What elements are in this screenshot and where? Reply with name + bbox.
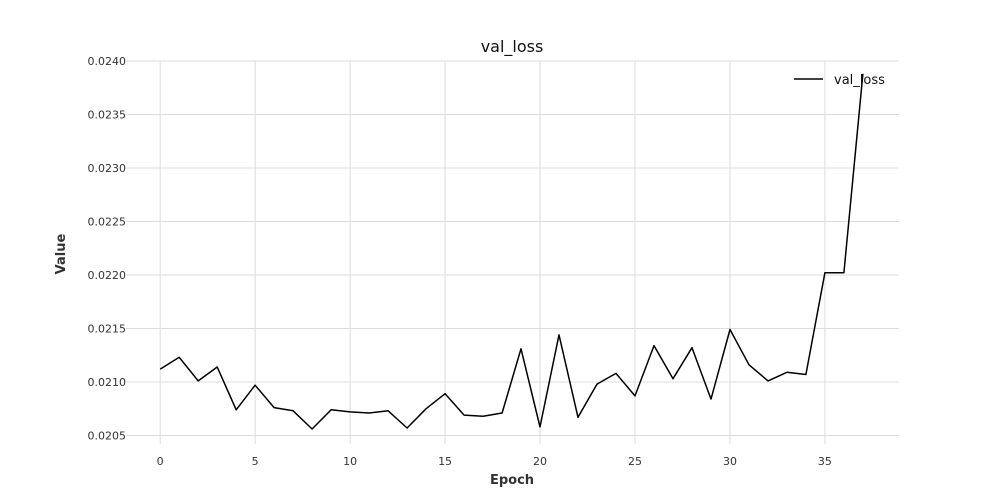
series-lines	[159, 73, 864, 430]
x-tick-label: 15	[438, 455, 452, 468]
y-axis-label: Value	[54, 233, 69, 274]
y-tick-label: 0.0205	[88, 429, 127, 442]
y-tick-label: 0.0230	[88, 162, 127, 175]
y-tick-label: 0.0240	[88, 55, 127, 68]
x-tick-label: 0	[157, 455, 164, 468]
y-tick-label: 0.0235	[88, 108, 127, 121]
x-axis-ticks: 0 5 10 15 20 25 30 35	[157, 455, 832, 468]
legend-label: val_loss	[834, 73, 885, 88]
x-tick-label: 25	[628, 455, 642, 468]
grid	[126, 60, 899, 444]
x-tick-label: 20	[533, 455, 547, 468]
series-line	[159, 73, 864, 430]
y-tick-label: 0.0215	[88, 322, 127, 335]
y-axis-ticks: 0.0205 0.0210 0.0215 0.0220 0.0225 0.0230 0.02…	[88, 55, 127, 442]
x-tick-label: 10	[343, 455, 357, 468]
legend: val_loss	[794, 73, 885, 88]
x-tick-label: 5	[252, 455, 259, 468]
y-tick-label: 0.0210	[88, 376, 127, 389]
x-axis-label: Epoch	[490, 473, 534, 488]
chart-title: val_loss	[481, 37, 544, 57]
y-tick-label: 0.0220	[88, 269, 127, 282]
x-tick-label: 30	[723, 455, 737, 468]
x-tick-label: 35	[818, 455, 832, 468]
y-tick-label: 0.0225	[88, 215, 127, 228]
